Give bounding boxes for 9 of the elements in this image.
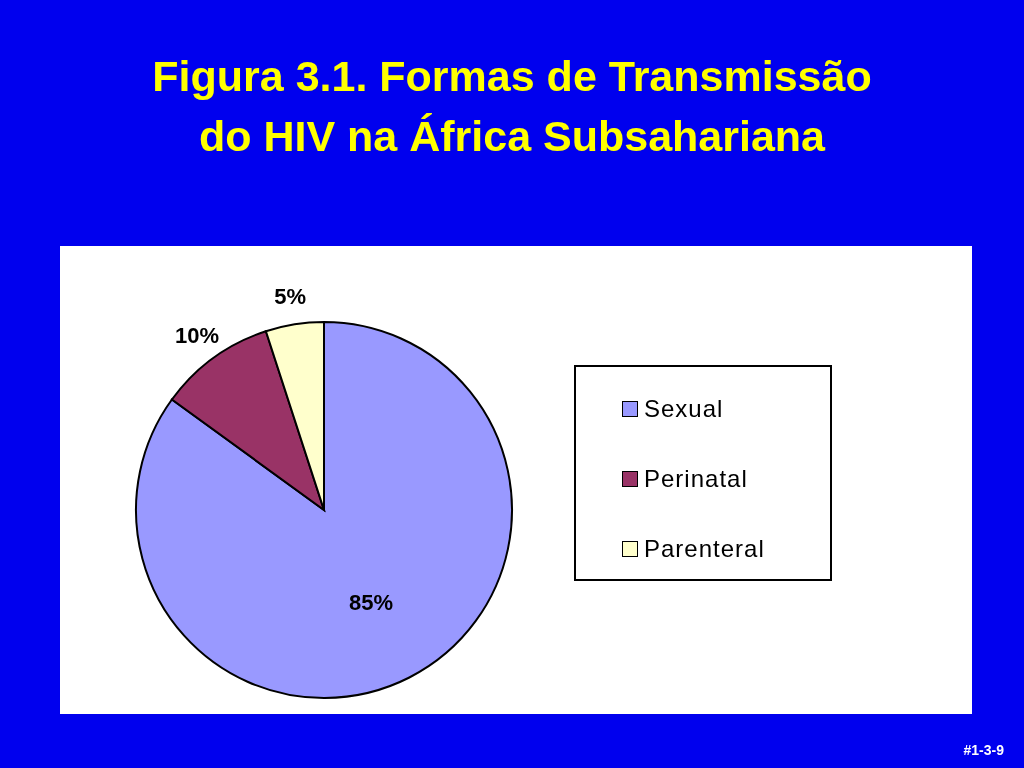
text: #1-3-9: [963, 742, 1004, 758]
legend-label: Perinatal: [644, 465, 748, 493]
data-label: 85%: [348, 589, 393, 615]
pie-slice: [135, 321, 513, 699]
legend-label: Parenteral: [644, 535, 765, 563]
chart-title: Figura 3.1. Formas de Transmissão do HIV na África Subsahariana: [151, 51, 873, 162]
data-label: 5%: [274, 284, 307, 310]
data-label: 10%: [175, 322, 220, 348]
legend-label: Sexual: [644, 395, 724, 423]
